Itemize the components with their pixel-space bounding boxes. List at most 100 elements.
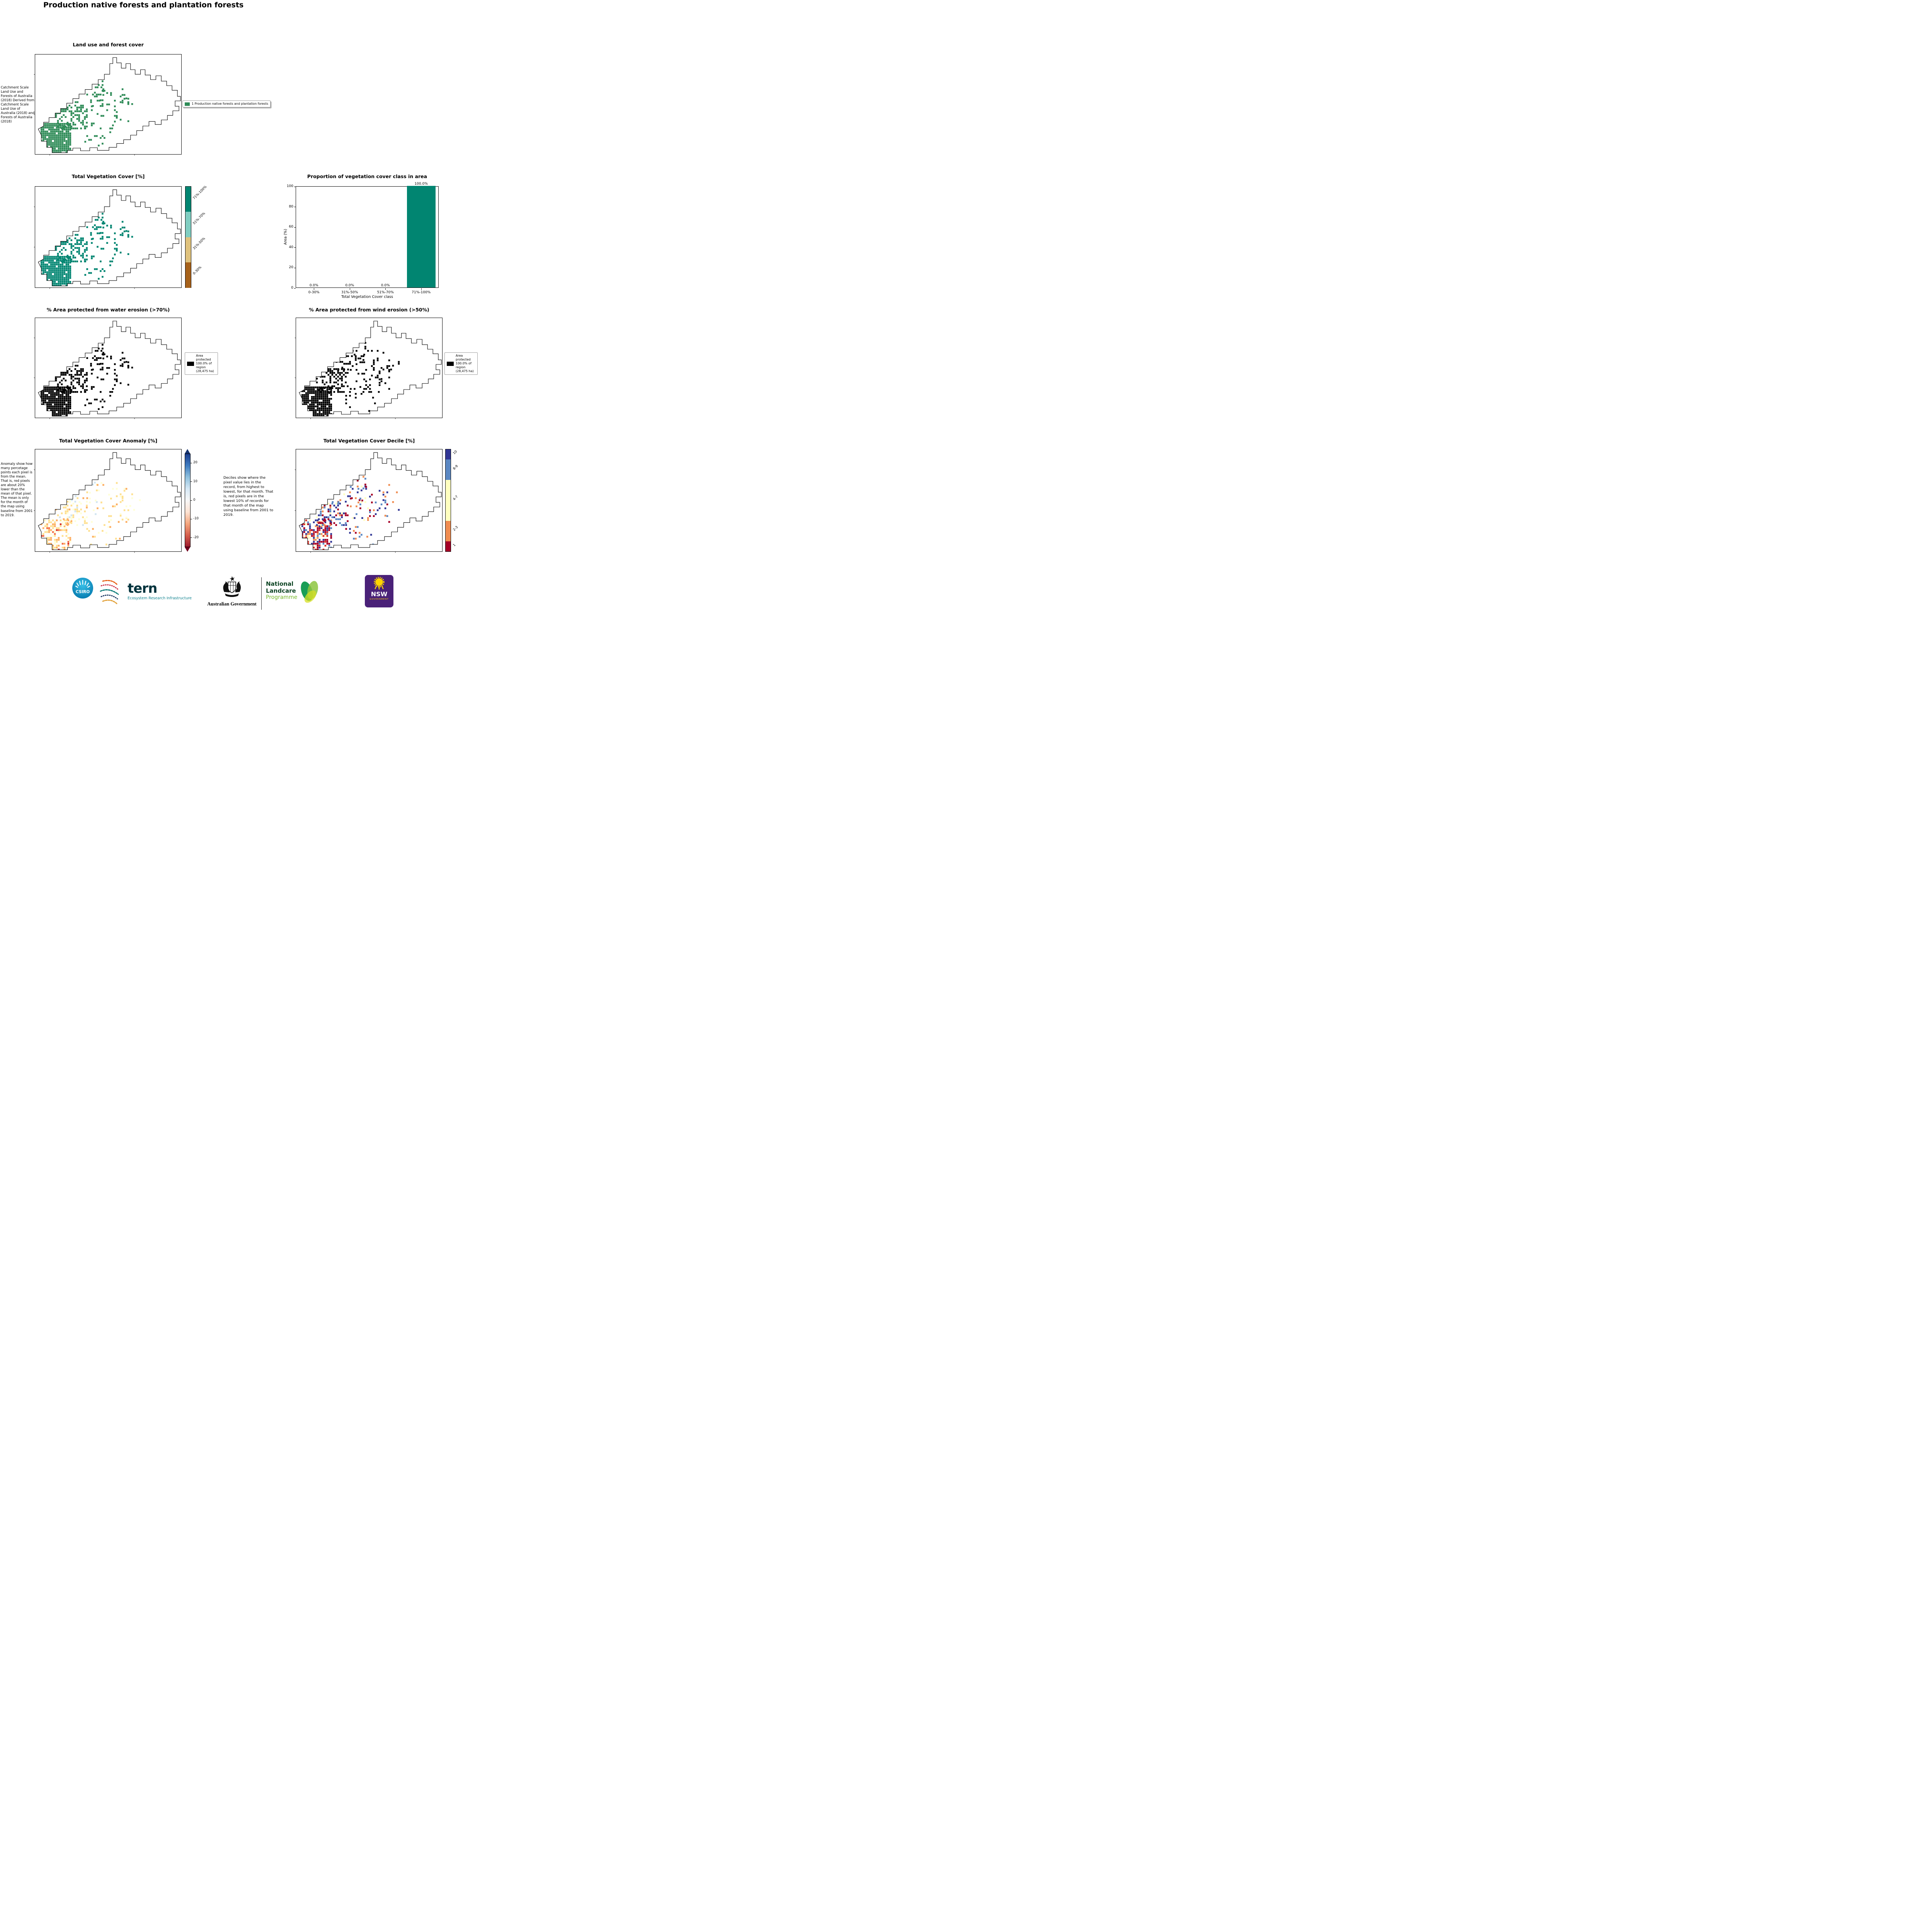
- x-tick-label: 0-30%: [308, 291, 320, 294]
- colorbar-segment: [446, 480, 451, 521]
- nsw-logo: NSW GOVERNMENT: [365, 575, 393, 607]
- barchart-ylabel: Area (%): [283, 229, 288, 245]
- region-outline: [38, 189, 181, 286]
- y-tick-label: 80: [289, 204, 293, 209]
- pixel-layer: [40, 340, 133, 417]
- tern-wordmark: tern: [128, 581, 157, 596]
- csiro-logo: CSIRO: [72, 578, 93, 599]
- anomaly-gradient: [185, 454, 191, 547]
- forest-legend-swatch: [185, 102, 190, 106]
- pixel-layer: [40, 209, 133, 286]
- landcare-line1: National: [266, 580, 294, 587]
- y-tick-label: 40: [289, 245, 293, 249]
- nsw-government-label: GOVERNMENT: [369, 598, 389, 600]
- colorbar-segment: [186, 237, 191, 263]
- bar-value-label: 0.0%: [381, 284, 390, 287]
- colorbar-tick-label: -20: [193, 535, 199, 539]
- landuse-map-frame: [34, 54, 182, 156]
- barchart-xlabel: Total Vegetation Cover class: [341, 295, 393, 299]
- vegcover-colorbar: 71%-100% 51%-70% 31%-50% 0-30%: [185, 185, 208, 288]
- page-title: Production native forests and plantation…: [43, 1, 244, 9]
- y-tick-label: 0: [291, 286, 293, 290]
- landuse-legend: 1 Production native forests and plantati…: [182, 100, 271, 107]
- x-tick-label: 71%-100%: [412, 291, 431, 294]
- wind-erosion-title: % Area protected from wind erosion (>50%…: [309, 307, 429, 313]
- region-outline: [38, 452, 181, 550]
- colorbar-segment: [446, 459, 451, 480]
- water-erosion-map-frame: [34, 318, 182, 419]
- colorbar-tick-label: 10: [193, 479, 197, 483]
- barchart-title: Proportion of vegetation cover class in …: [307, 173, 427, 179]
- x-tick-label: 51%-70%: [377, 291, 394, 294]
- pixel-layer: [40, 472, 141, 550]
- barchart-plot: 0 20 40 60 80 100 0.0% 0-30% 0.0% 31%-50% 0.0% 51%-…: [287, 182, 439, 294]
- vegcover-map-frame: [34, 186, 182, 289]
- landcare-line3: Programme: [266, 594, 298, 600]
- decile-colorbar: 10 8-9 4-7 2-3 1: [445, 449, 459, 552]
- colorbar-class-label: 31%-50%: [192, 236, 206, 251]
- water-legend-label: Area protected 100.0% of region (28,475 …: [196, 354, 214, 373]
- colorbar-class-label: 1: [452, 543, 457, 548]
- colorbar-tick-label: 20: [193, 461, 197, 465]
- decile-caption: Deciles show where the pixel value lies …: [223, 476, 274, 517]
- bar-value-label: 100.0%: [414, 182, 428, 186]
- wind-legend-swatch: [447, 361, 454, 366]
- water-legend-swatch: [187, 361, 194, 366]
- aboriginal-art-logo: [100, 580, 119, 604]
- region-outline: [38, 321, 181, 417]
- colorbar-segment: [186, 262, 191, 288]
- nsw-wordmark: NSW: [371, 590, 388, 598]
- waratah-icon: [374, 577, 385, 590]
- water-erosion-title: % Area protected from water erosion (>70…: [46, 307, 170, 313]
- vegcover-title: Total Vegetation Cover [%]: [71, 173, 145, 179]
- vegcover-map: [34, 189, 181, 289]
- landcare-leaves-icon: [301, 581, 318, 603]
- bar-value-label: 0.0%: [309, 284, 318, 287]
- colorbar-segment: [446, 541, 451, 552]
- colorbar-segment: [186, 212, 191, 237]
- colorbar-arrow-down-icon: [185, 547, 190, 552]
- colorbar-class-label: 10: [452, 449, 458, 456]
- anomaly-caption: Anomaly show how many percetage points e…: [1, 462, 33, 517]
- decile-map: [294, 452, 442, 553]
- water-erosion-legend: Area protected 100.0% of region (28,475 …: [185, 352, 218, 375]
- wind-legend-label: Area protected 100.0% of region (28,475 …: [456, 354, 474, 373]
- colorbar-arrow-up-icon: [185, 449, 190, 454]
- region-outline: [299, 452, 442, 550]
- bar-value-label: 0.0%: [345, 284, 354, 287]
- colorbar-class-label: 0-30%: [192, 265, 203, 276]
- report-page: Production native forests and plantation…: [0, 0, 482, 611]
- region-outline: [299, 321, 442, 417]
- colorbar-segment: [186, 187, 191, 212]
- landcare-logo: National Landcare Programme: [266, 580, 297, 601]
- wind-erosion-legend: Area protected 100.0% of region (28,475 …: [444, 352, 478, 375]
- tern-subtitle: Ecosystem Research Infrastructure: [128, 596, 192, 600]
- pixel-layer: [40, 77, 133, 153]
- y-tick-label: 100: [286, 184, 293, 188]
- coat-of-arms-icon: [223, 576, 241, 597]
- wind-erosion-map: [294, 321, 442, 419]
- colorbar-class-label: 71%-100%: [192, 185, 208, 201]
- colorbar-tick-label: -10: [193, 517, 199, 521]
- anomaly-map-frame: [34, 449, 182, 553]
- colorbar-class-label: 4-7: [452, 495, 459, 502]
- csiro-wordmark: CSIRO: [76, 590, 90, 594]
- decile-map-frame: [294, 449, 443, 553]
- y-tick-label: 20: [289, 265, 293, 270]
- landcare-line2: Landcare: [266, 587, 296, 594]
- wind-erosion-map-frame: [294, 318, 443, 419]
- aus-gov-label: Australian Government: [207, 601, 257, 607]
- decile-title: Total Vegetation Cover Decile [%]: [323, 438, 415, 444]
- colorbar-class-label: 51%-70%: [192, 211, 206, 226]
- bar-71%-100%: [407, 186, 436, 287]
- colorbar-segment: [446, 520, 451, 542]
- x-tick-label: 31%-50%: [341, 291, 358, 294]
- region-outline: [38, 57, 181, 153]
- anomaly-colorbar: 20 10 0 -10 -20: [185, 449, 199, 552]
- anomaly-map: [34, 452, 181, 553]
- footer-divider: [261, 577, 262, 610]
- landuse-caption: Catchment Scale Land Use and Forests of …: [1, 86, 35, 124]
- y-tick-label: 60: [289, 225, 293, 229]
- anomaly-title: Total Vegetation Cover Anomaly [%]: [59, 438, 158, 444]
- tern-logo: tern Ecosystem Research Infrastructure: [128, 582, 192, 600]
